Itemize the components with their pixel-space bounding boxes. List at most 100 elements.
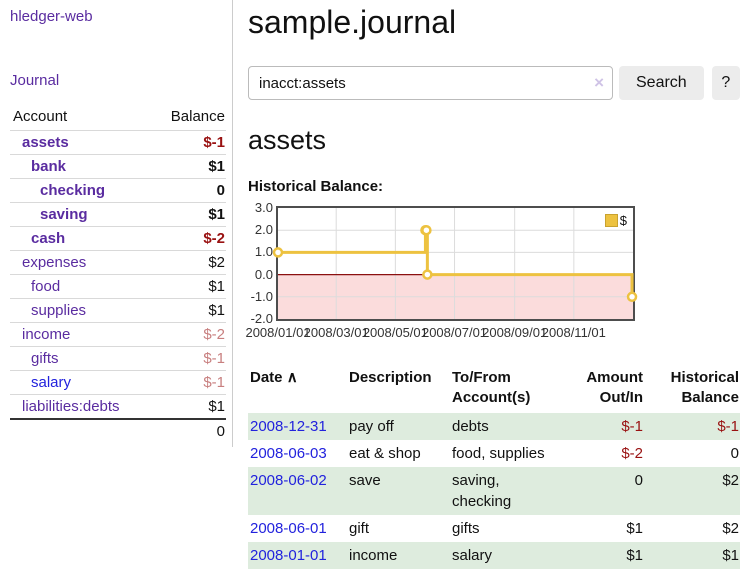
col-header-description[interactable]: Description — [349, 369, 432, 386]
account-row: checking 0 — [10, 178, 226, 203]
sidebar-item-journal[interactable]: Journal — [10, 72, 60, 89]
txn-date-link[interactable]: 2008-06-02 — [250, 472, 327, 489]
accounts-total-balance: 0 — [151, 418, 226, 443]
account-link-expenses[interactable]: expenses — [22, 254, 87, 271]
register-row: 2008-06-02 save saving, checking 0 $2 — [248, 467, 740, 515]
x-tick-label: 2008/09/01 — [482, 325, 548, 340]
legend-label: $ — [619, 213, 627, 228]
txn-balance: 0 — [730, 445, 739, 462]
register-row: 2008-12-31 pay off debts $-1 $-1 — [248, 413, 740, 440]
chart-canvas — [272, 208, 638, 319]
account-link-salary[interactable]: salary — [31, 374, 72, 391]
y-tick-label: 2.0 — [254, 222, 273, 238]
accounts-header-row: Account Balance — [10, 104, 226, 131]
txn-account: food, supplies — [452, 445, 545, 462]
balance-chart: $ 3.0 2.0 1.0 0.0 -1.0 -2.0 2008/01/01 2008/03/… — [245, 201, 740, 346]
x-tick-label: 2008/05/01 — [362, 325, 428, 340]
account-balance: $-1 — [151, 346, 226, 371]
account-row: salary $-1 — [10, 370, 226, 395]
txn-description: gift — [349, 520, 370, 537]
account-balance: $1 — [151, 394, 226, 419]
account-balance: $1 — [151, 274, 226, 299]
txn-date-link[interactable]: 2008-12-31 — [250, 418, 327, 435]
y-tick-label: 0.0 — [254, 266, 273, 282]
y-tick-label: 1.0 — [254, 244, 273, 260]
col-header-date[interactable]: Date ∧ — [248, 366, 347, 413]
account-link-checking[interactable]: checking — [40, 182, 106, 199]
account-link-assets[interactable]: assets — [22, 134, 69, 151]
clear-search-icon[interactable]: × — [594, 73, 604, 92]
accounts-total-row: 0 — [10, 418, 226, 443]
txn-amount: $-2 — [621, 445, 643, 462]
account-balance: $1 — [151, 154, 226, 179]
x-tick-label: 2008/03/01 — [303, 325, 369, 340]
col-header-balance[interactable]: Historical Balance — [670, 369, 739, 406]
col-header-date-label: Date — [250, 369, 283, 386]
y-tick-label: -1.0 — [250, 288, 273, 304]
account-column-header: Account — [13, 108, 68, 125]
txn-balance: $2 — [644, 467, 740, 515]
account-balance: $1 — [151, 202, 226, 227]
account-balance: $1 — [151, 298, 226, 323]
account-row: cash $-2 — [10, 226, 226, 251]
txn-account: gifts — [452, 520, 480, 537]
txn-amount: 0 — [562, 467, 644, 515]
txn-account: salary — [450, 542, 562, 569]
txn-account: debts — [450, 413, 562, 440]
search-form: × Search ? — [248, 66, 740, 100]
search-input[interactable] — [248, 66, 613, 100]
sidebar: hledger-web Journal Account Balance asse… — [0, 0, 233, 447]
account-row: expenses $2 — [10, 250, 226, 275]
search-button[interactable]: Search — [619, 66, 704, 100]
account-row: liabilities:debts $1 — [10, 394, 226, 419]
account-balance: $-2 — [151, 226, 226, 251]
col-header-account[interactable]: To/From Account(s) — [452, 369, 531, 406]
balance-chart-plot: $ — [272, 206, 638, 321]
help-button[interactable]: ? — [711, 66, 740, 100]
account-row: income $-2 — [10, 322, 226, 347]
chart-section-label: Historical Balance: — [248, 178, 384, 195]
txn-account: saving, checking — [450, 467, 562, 515]
account-balance: $2 — [151, 250, 226, 275]
txn-date-link[interactable]: 2008-01-01 — [250, 547, 327, 564]
account-row: food $1 — [10, 274, 226, 299]
account-title: assets — [248, 125, 327, 155]
register-row: 2008-01-01 income salary $1 $1 — [248, 542, 740, 569]
txn-amount: $-1 — [562, 413, 644, 440]
x-tick-label: 2008/11/01 — [541, 325, 606, 340]
account-link-gifts[interactable]: gifts — [31, 350, 59, 367]
txn-description: eat & shop — [349, 445, 421, 462]
account-balance: $-1 — [151, 370, 226, 395]
account-balance: $-2 — [151, 322, 226, 347]
search-input-wrap: × — [248, 66, 613, 100]
txn-description: income — [347, 542, 450, 569]
txn-balance: $-1 — [644, 413, 740, 440]
y-tick-label: -2.0 — [250, 311, 273, 326]
account-link-cash[interactable]: cash — [31, 230, 66, 247]
account-link-supplies[interactable]: supplies — [31, 302, 87, 319]
account-link-bank[interactable]: bank — [31, 158, 67, 175]
txn-description: save — [347, 467, 450, 515]
txn-date-link[interactable]: 2008-06-01 — [250, 520, 327, 537]
page-title: sample.journal — [248, 4, 457, 40]
txn-balance: $1 — [644, 542, 740, 569]
account-link-income[interactable]: income — [22, 326, 71, 343]
txn-amount: $1 — [562, 542, 644, 569]
col-header-amount[interactable]: Amount Out/In — [586, 369, 643, 406]
app-brand-link[interactable]: hledger-web — [10, 8, 93, 25]
account-link-liabilities-debts[interactable]: liabilities:debts — [22, 398, 120, 415]
account-row: assets $-1 — [10, 130, 226, 155]
account-row: supplies $1 — [10, 298, 226, 323]
account-link-saving[interactable]: saving — [40, 206, 88, 223]
accounts-table: Account Balance assets $-1 bank $1 check… — [10, 104, 226, 443]
txn-description: pay off — [347, 413, 450, 440]
txn-amount: $1 — [626, 520, 643, 537]
register-row: 2008-06-03 eat & shop food, supplies $-2… — [248, 440, 740, 467]
txn-date-link[interactable]: 2008-06-03 — [250, 445, 327, 462]
account-balance: $-1 — [151, 130, 226, 155]
register-table: Date ∧ Description To/From Account(s) Am… — [248, 366, 740, 569]
account-row: saving $1 — [10, 202, 226, 227]
x-tick-label: 2008/07/01 — [421, 325, 488, 340]
account-link-food[interactable]: food — [31, 278, 61, 295]
main-content: sample.journal × Search ? assets Histori… — [245, 0, 740, 569]
